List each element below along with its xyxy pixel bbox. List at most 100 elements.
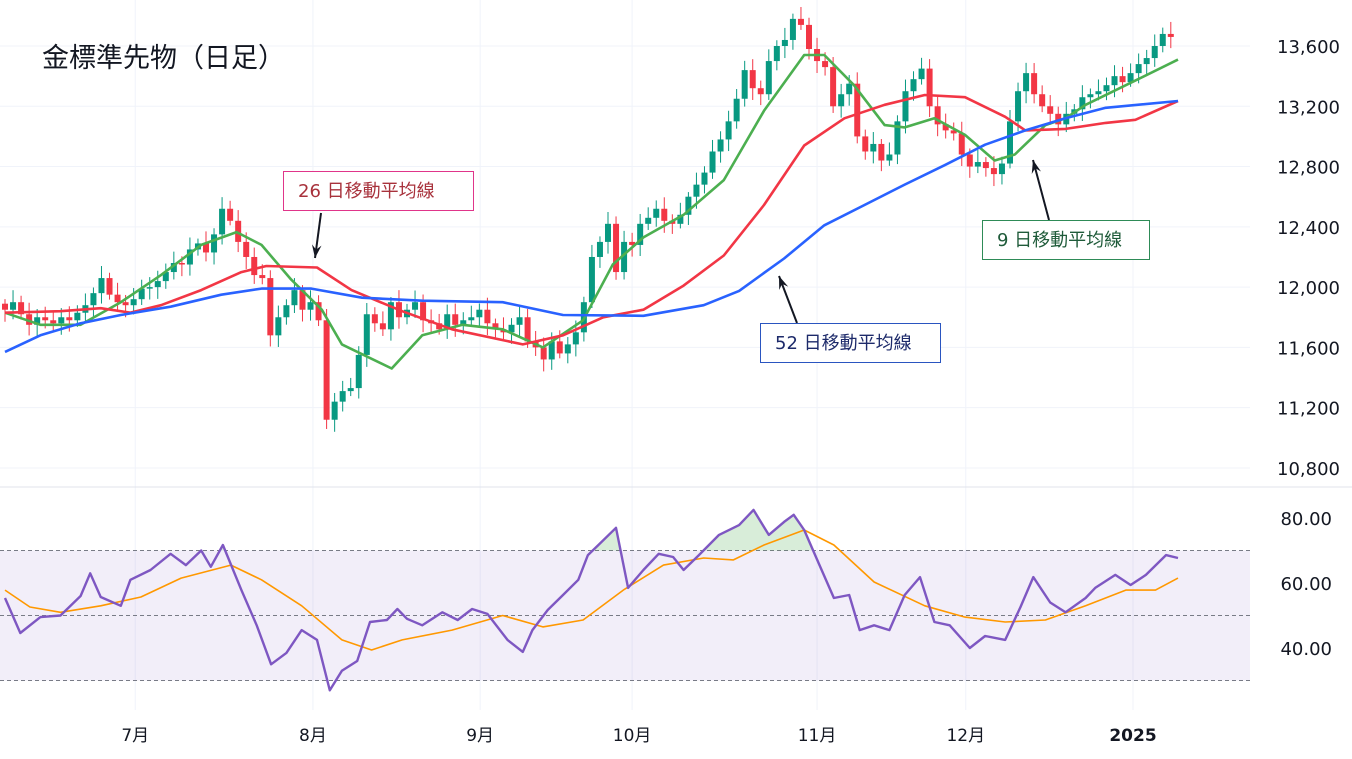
candle-body xyxy=(950,130,957,134)
candle xyxy=(98,266,105,304)
candle xyxy=(653,200,660,227)
candle xyxy=(854,72,861,144)
time-tick-label: 9月 xyxy=(466,726,494,746)
candle xyxy=(958,121,965,167)
candle-body xyxy=(1031,73,1038,95)
candle-body xyxy=(299,290,306,310)
candle-body xyxy=(822,61,829,68)
candle xyxy=(629,232,636,257)
candle xyxy=(412,290,419,318)
candle xyxy=(267,270,274,347)
candle-body xyxy=(806,24,812,50)
candle-body xyxy=(227,208,234,221)
candle-body xyxy=(484,309,491,324)
candle-body xyxy=(10,302,17,310)
candle-body xyxy=(870,143,877,152)
candle-body xyxy=(974,162,981,167)
candle-body xyxy=(452,314,459,325)
candle-body xyxy=(1103,85,1110,92)
candle xyxy=(235,210,242,253)
candle-body xyxy=(492,323,499,330)
candle-body xyxy=(436,323,443,330)
candle-body xyxy=(797,18,804,25)
candle xyxy=(902,79,909,134)
candle-body xyxy=(693,184,700,197)
candle xyxy=(974,150,981,174)
ma52-line xyxy=(4,99,1179,354)
candle-body xyxy=(934,106,941,125)
candle-body xyxy=(878,143,885,161)
candle xyxy=(998,156,1005,185)
candle xyxy=(926,59,933,117)
candle-body xyxy=(588,256,595,303)
candle xyxy=(741,60,748,107)
arrow-ma9-head xyxy=(1031,160,1042,174)
candle xyxy=(605,212,611,254)
annotation-ma52: 52 日移動平均線 xyxy=(760,323,941,363)
candle xyxy=(484,297,491,336)
candle xyxy=(765,49,772,100)
candle-body xyxy=(371,314,378,324)
candle-body xyxy=(26,314,33,325)
candle xyxy=(910,71,917,101)
candle xyxy=(387,297,394,341)
candle-body xyxy=(958,133,965,155)
candle xyxy=(371,307,378,332)
candle-body xyxy=(1143,58,1150,65)
candle-body xyxy=(42,317,49,321)
time-tick-label: 11月 xyxy=(798,726,837,746)
candle xyxy=(789,13,796,50)
candle-body xyxy=(58,317,65,324)
rsi-tick-label: 80.00 xyxy=(1280,509,1332,530)
candle-body xyxy=(781,39,788,46)
time-tick-label: 12月 xyxy=(946,726,985,746)
candle-body xyxy=(733,98,740,122)
candle xyxy=(114,282,121,313)
candle-body xyxy=(765,61,772,95)
candle xyxy=(26,302,33,336)
candle-body xyxy=(918,68,925,80)
candle xyxy=(444,304,451,339)
candle-body xyxy=(637,223,644,245)
time-tick-label: 8月 xyxy=(299,726,327,746)
candle xyxy=(379,311,386,336)
candle-body xyxy=(74,312,81,321)
candle-body xyxy=(902,91,909,122)
candle xyxy=(613,216,620,280)
candle-body xyxy=(789,18,796,40)
candle xyxy=(637,213,644,257)
candle-body xyxy=(1055,113,1062,125)
candle-body xyxy=(653,208,660,218)
arrow-ma9 xyxy=(1031,159,1050,221)
candle xyxy=(645,207,652,230)
candle-body xyxy=(387,302,394,330)
candle-body xyxy=(259,275,266,279)
candle-body xyxy=(1015,91,1022,122)
candle xyxy=(315,295,322,327)
candle-body xyxy=(701,172,708,185)
candle-body xyxy=(468,317,475,321)
candle-body xyxy=(709,151,716,173)
candle-body xyxy=(717,139,724,152)
candle-body xyxy=(1167,33,1174,37)
candle-body xyxy=(211,234,218,253)
candle xyxy=(540,337,547,372)
candle-body xyxy=(1135,64,1142,74)
candle xyxy=(1151,34,1158,67)
candle-body xyxy=(2,303,8,310)
candle-body xyxy=(749,70,756,89)
candle xyxy=(669,214,676,234)
candle xyxy=(564,337,571,364)
candle-body xyxy=(508,324,515,333)
time-tick-label: 2025 xyxy=(1109,726,1156,746)
axes: 13,600 13,200 12,800 12,400 12,000 11,600 11,2… xyxy=(121,37,1340,746)
candle-body xyxy=(926,68,933,107)
candle xyxy=(685,192,692,225)
candle-body xyxy=(1111,76,1118,86)
candle-body xyxy=(170,263,177,273)
candle xyxy=(339,380,346,412)
candle xyxy=(50,310,57,331)
moving-average-lines xyxy=(4,53,1179,370)
candle-body xyxy=(275,317,282,336)
